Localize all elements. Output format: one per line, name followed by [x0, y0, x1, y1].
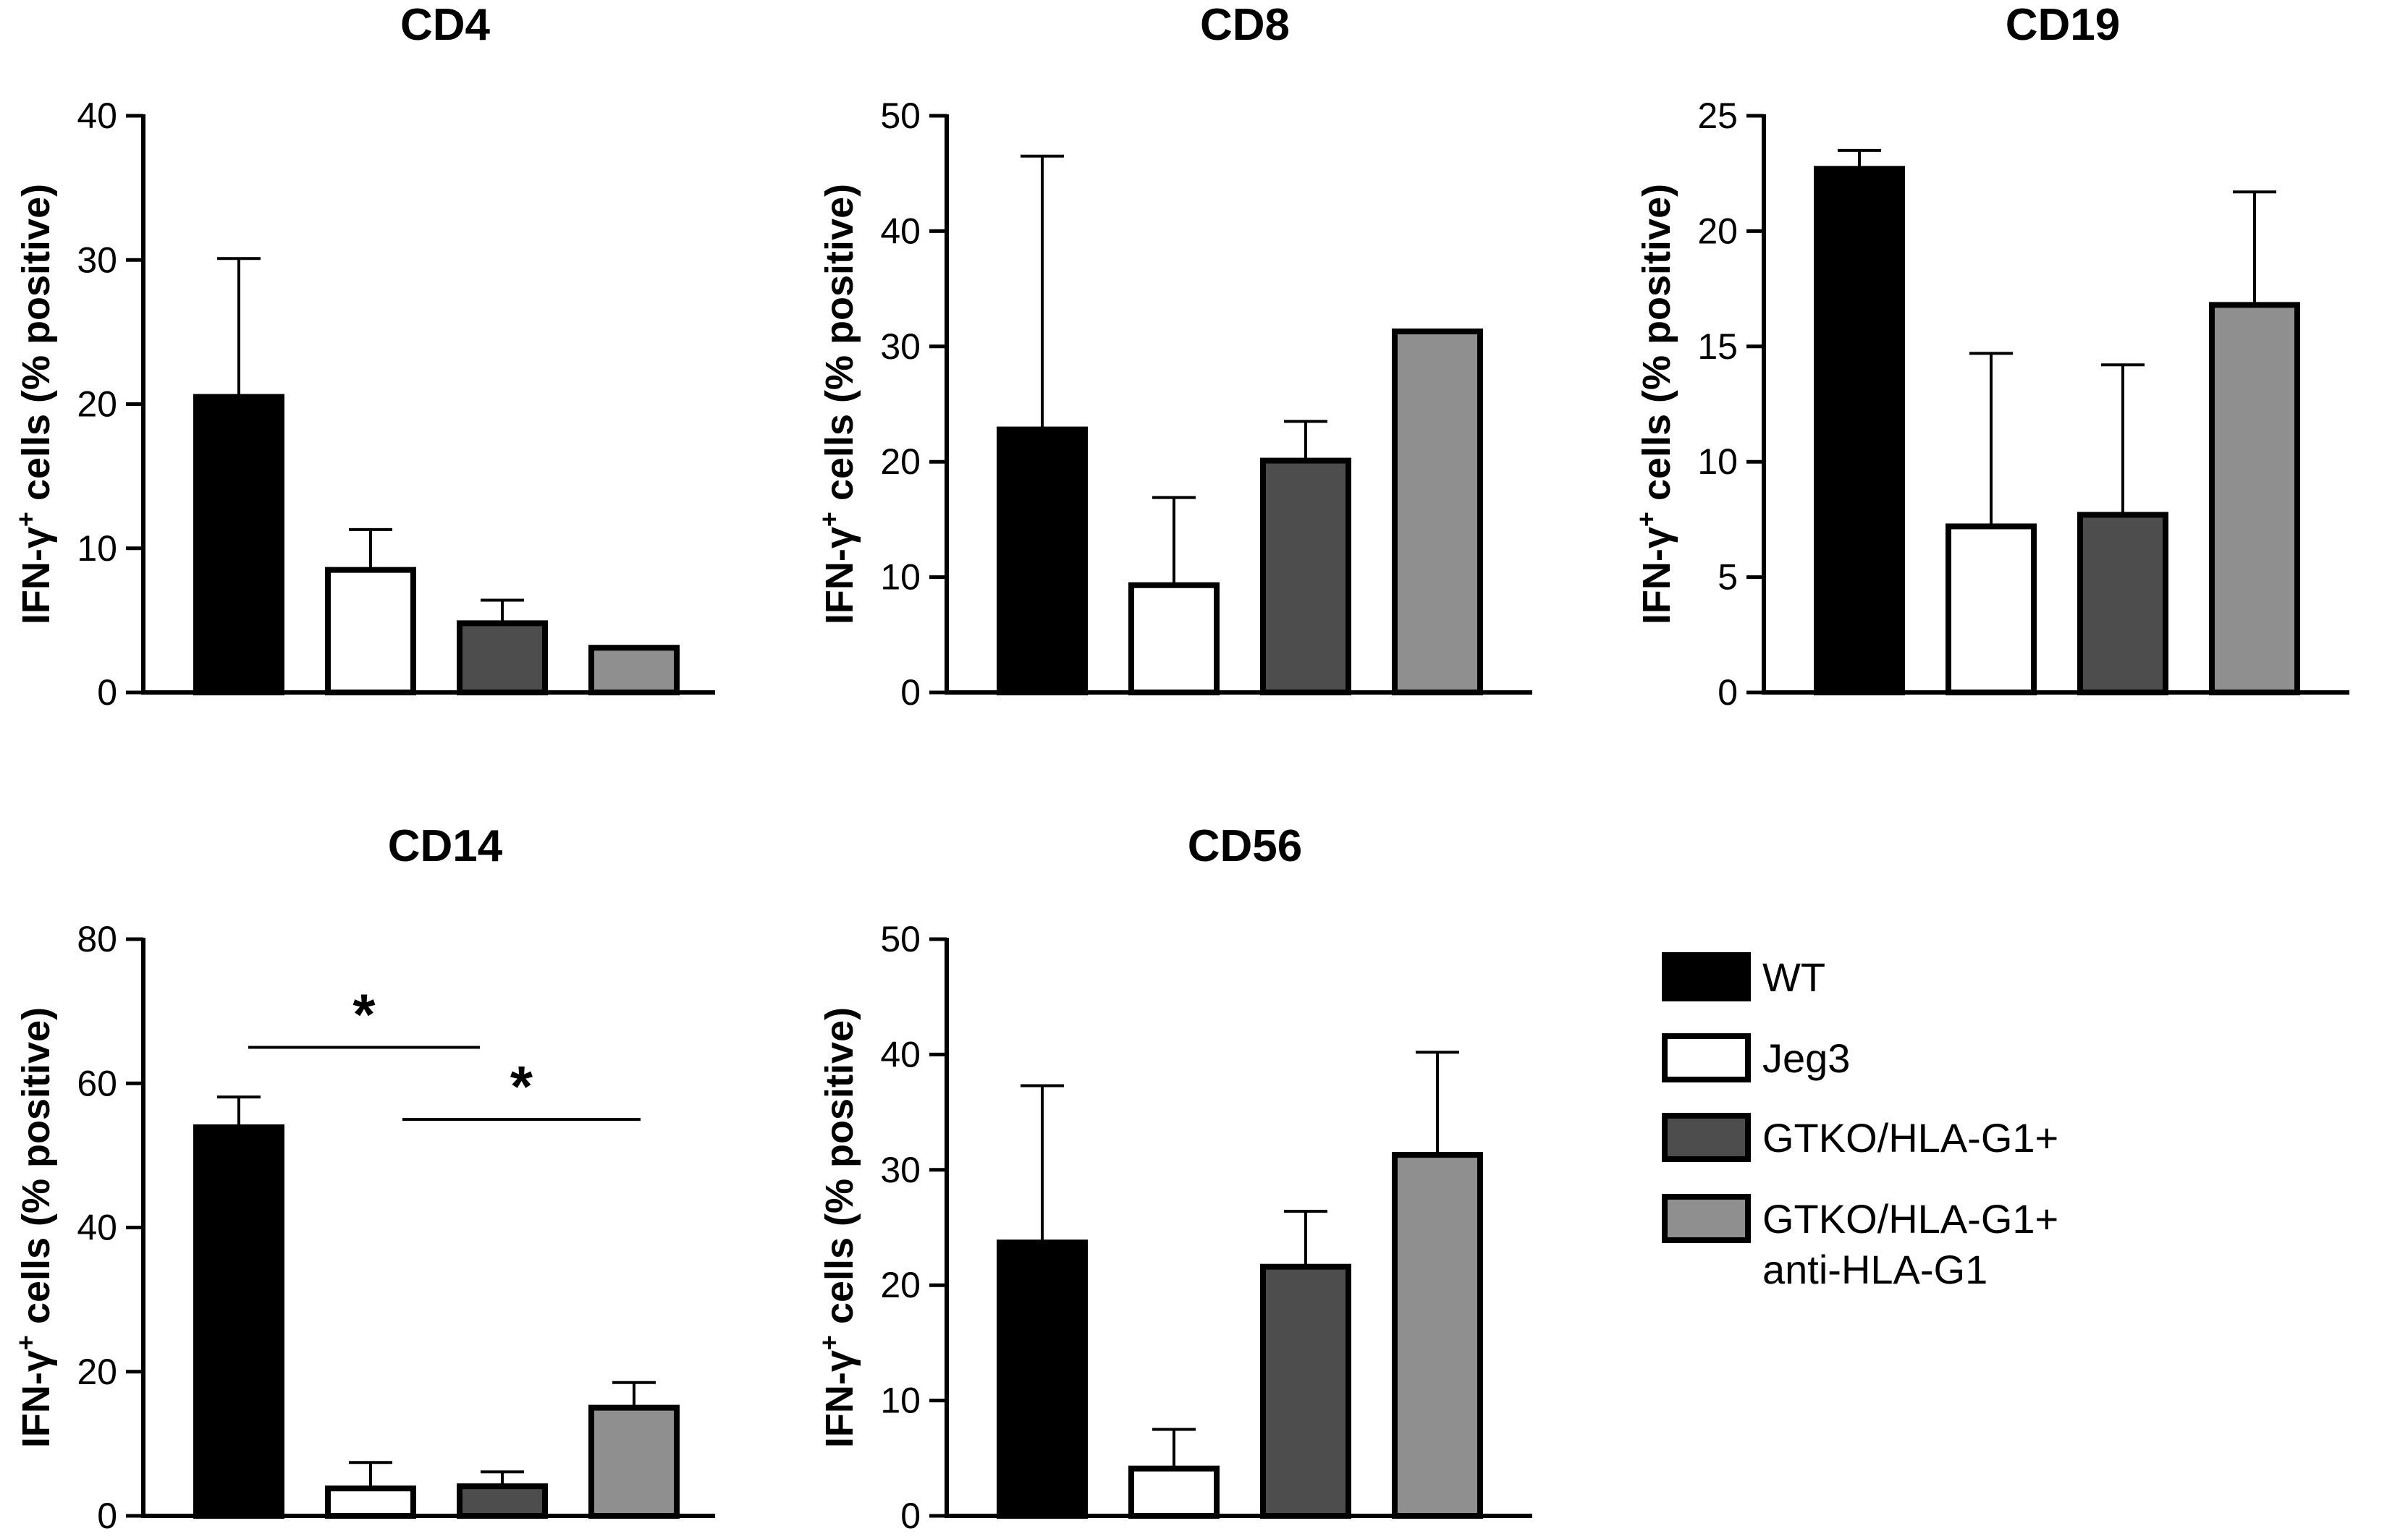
legend-item: WT: [1662, 952, 1825, 1001]
y-tick-label: 0: [900, 1496, 921, 1536]
bar-cd14-2: [457, 1483, 548, 1519]
legend-swatch: [1662, 1033, 1751, 1082]
y-tick-label: 0: [1718, 672, 1738, 713]
y-tick-label: 20: [1697, 211, 1738, 251]
legend-label: WT: [1762, 954, 1825, 1000]
y-tick-label: 40: [880, 211, 921, 251]
significance-star: *: [352, 982, 376, 1046]
y-axis-label: IFN-γ+ cells (% positive): [1631, 184, 1679, 624]
y-tick-label: 15: [1697, 326, 1738, 367]
y-axis-label: IFN-γ+ cells (% positive): [814, 184, 862, 624]
y-axis-label: IFN-γ+ cells (% positive): [814, 1007, 862, 1448]
y-axis-label: IFN-γ+ cells (% positive): [11, 1007, 59, 1448]
bar-cd14-3: [588, 1404, 680, 1519]
y-tick-label: 50: [880, 919, 921, 959]
legend-swatch: [1662, 1194, 1751, 1243]
legend-item: GTKO/HLA-G1+: [1662, 1113, 2058, 1162]
y-tick-label: 0: [97, 1496, 117, 1536]
bar-cd8-1: [1128, 582, 1220, 695]
bar-cd8-0: [997, 426, 1088, 695]
bar-cd4-0: [193, 394, 284, 695]
bar-cd14-0: [193, 1124, 284, 1519]
y-tick-label: 30: [880, 326, 921, 367]
y-tick-label: 50: [880, 96, 921, 136]
y-tick-label: 10: [77, 528, 117, 569]
chart-panel-cd4: CD4 IFN-γ+ cells (% positive) 0 10 20 30 40: [11, 0, 715, 713]
legend-label: GTKO/HLA-G1+: [1762, 1115, 2058, 1161]
panel-title: CD19: [2006, 0, 2121, 50]
bar-cd56-3: [1392, 1152, 1483, 1519]
legend-label: Jeg3: [1762, 1035, 1850, 1081]
bar-cd19-2: [2077, 512, 2168, 695]
y-tick-label: 60: [77, 1063, 117, 1103]
y-tick-label: 10: [1697, 441, 1738, 482]
y-tick-label: 80: [77, 919, 117, 959]
bar-cd19-0: [1814, 166, 1905, 696]
legend: WT Jeg3 GTKO/HLA-G1+ GTKO/HLA-G1+ anti-HLA-G…: [1662, 952, 2058, 1292]
y-tick-label: 20: [880, 441, 921, 482]
chart-panel-cd19: CD19 IFN-γ+ cells (% positive) 0 5 10 15 20 25: [1631, 0, 2349, 713]
y-tick-label: 0: [97, 672, 117, 713]
y-tick-label: 20: [77, 1352, 117, 1392]
legend-item: GTKO/HLA-G1+ anti-HLA-G1: [1662, 1194, 2058, 1292]
chart-panel-cd8: CD8 IFN-γ+ cells (% positive) 0 10 20 30 40 50: [814, 0, 1532, 713]
legend-item: Jeg3: [1662, 1033, 1850, 1082]
bar-cd4-2: [457, 620, 548, 695]
legend-label: GTKO/HLA-G1+: [1762, 1196, 2058, 1242]
panel-title: CD14: [388, 821, 503, 871]
y-tick-label: 5: [1718, 557, 1738, 598]
panel-title: CD56: [1188, 821, 1303, 871]
bar-cd19-1: [1946, 523, 2037, 695]
bar-cd19-3: [2209, 302, 2300, 695]
y-tick-label: 40: [77, 1208, 117, 1248]
bar-cd8-2: [1260, 457, 1351, 696]
chart-panel-cd14: CD14 IFN-γ+ cells (% positive) 0 20 40 60 80 * *: [11, 821, 715, 1536]
y-tick-label: 20: [880, 1265, 921, 1305]
bar-cd56-1: [1128, 1465, 1220, 1519]
y-tick-label: 40: [77, 96, 117, 136]
bar-cd4-1: [325, 567, 416, 696]
y-tick-label: 10: [880, 1381, 921, 1421]
y-tick-label: 25: [1697, 96, 1738, 136]
y-tick-label: 0: [900, 672, 921, 713]
y-axis-label: IFN-γ+ cells (% positive): [11, 184, 59, 624]
bar-cd8-3: [1392, 328, 1483, 695]
y-tick-label: 30: [880, 1150, 921, 1190]
y-tick-label: 40: [880, 1034, 921, 1074]
bar-cd14-1: [325, 1485, 416, 1519]
legend-swatch: [1662, 1113, 1751, 1162]
y-tick-label: 10: [880, 557, 921, 598]
bar-cd56-2: [1260, 1263, 1351, 1519]
legend-label-line2: anti-HLA-G1: [1762, 1247, 1987, 1292]
significance-star: *: [510, 1054, 533, 1119]
y-tick-label: 30: [77, 239, 117, 280]
y-tick-label: 20: [77, 384, 117, 425]
bar-cd4-3: [588, 645, 680, 695]
panel-title: CD4: [400, 0, 491, 50]
chart-panel-cd56: CD56 IFN-γ+ cells (% positive) 0 10 20 30 40 50: [814, 821, 1532, 1536]
bar-cd56-0: [997, 1239, 1088, 1519]
legend-swatch: [1662, 952, 1751, 1001]
panel-title: CD8: [1200, 0, 1290, 50]
